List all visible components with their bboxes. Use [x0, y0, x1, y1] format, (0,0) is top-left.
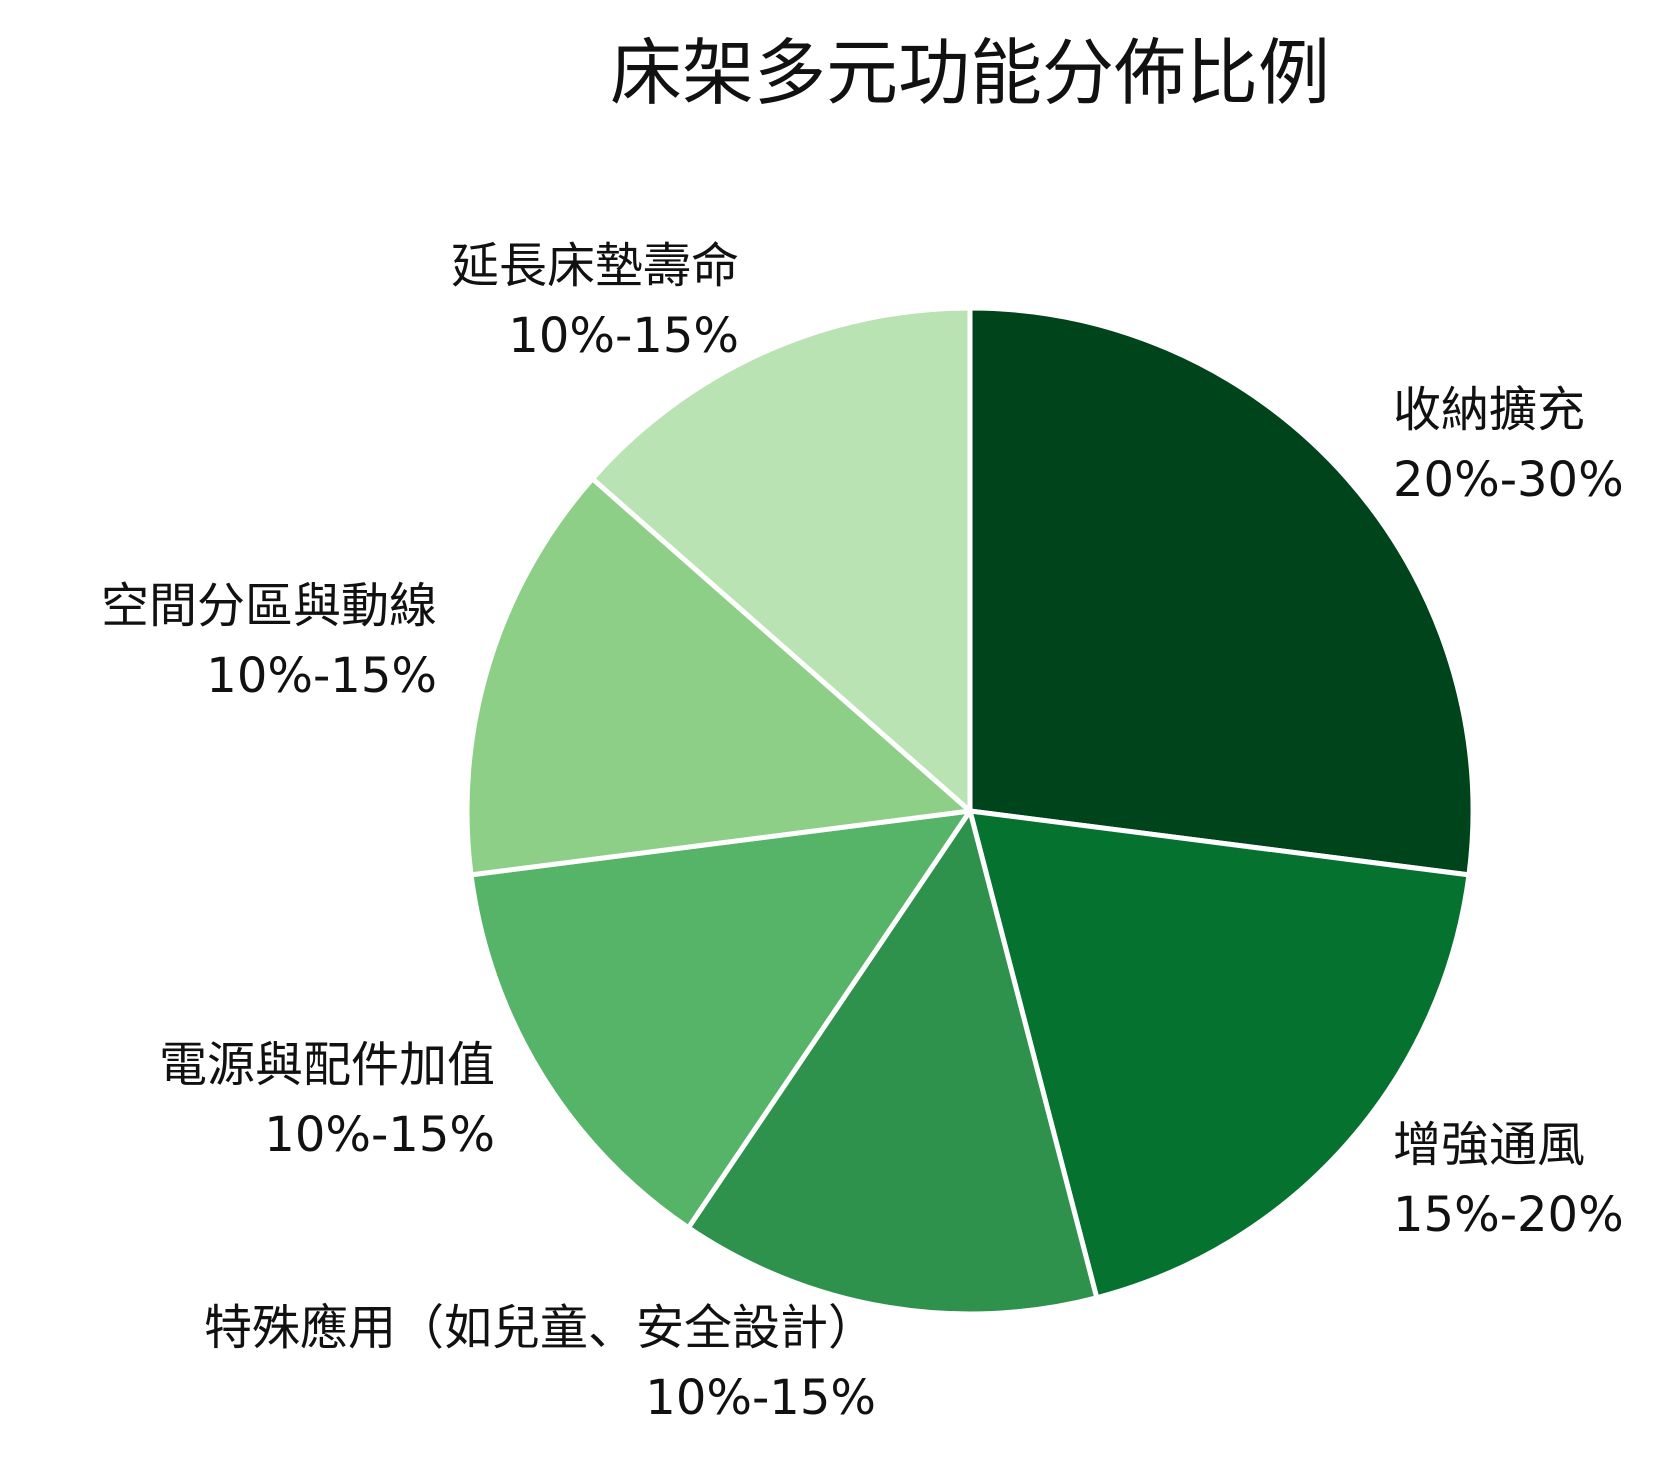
slice-label-4: 電源與配件加值	[159, 1037, 495, 1093]
pie-slice-6	[589, 305, 973, 814]
slice-label-2: 增強通風	[1393, 1117, 1585, 1173]
pie-slice-3	[685, 808, 1100, 1317]
pie-slices	[464, 305, 1476, 1317]
pie-slice-1	[967, 305, 1476, 878]
slice-label-6: 延長床墊壽命	[451, 238, 739, 294]
pie-slice-2	[967, 808, 1472, 1301]
slice-label-1: 收納擴充	[1393, 382, 1585, 438]
slice-range-4: 10%-15%	[264, 1107, 495, 1163]
slice-range-5: 10%-15%	[206, 648, 437, 704]
slice-label-3: 特殊應用（如兒童、安全設計）	[204, 1300, 876, 1356]
pie-labels: 收納擴充 20%-30% 增強通風 15%-20% 特殊應用（如兒童、安全設計） 10%-…	[101, 238, 1624, 1426]
pie-slice-4	[468, 808, 973, 1231]
slice-label-5: 空間分區與動線	[101, 578, 437, 634]
slice-range-1: 20%-30%	[1393, 452, 1624, 508]
slice-range-3: 10%-15%	[645, 1370, 876, 1426]
slice-range-2: 15%-20%	[1393, 1187, 1624, 1243]
slice-range-6: 10%-15%	[508, 308, 739, 364]
pie-slice-5	[464, 476, 973, 878]
chart-title: 床架多元功能分佈比例	[610, 31, 1330, 115]
